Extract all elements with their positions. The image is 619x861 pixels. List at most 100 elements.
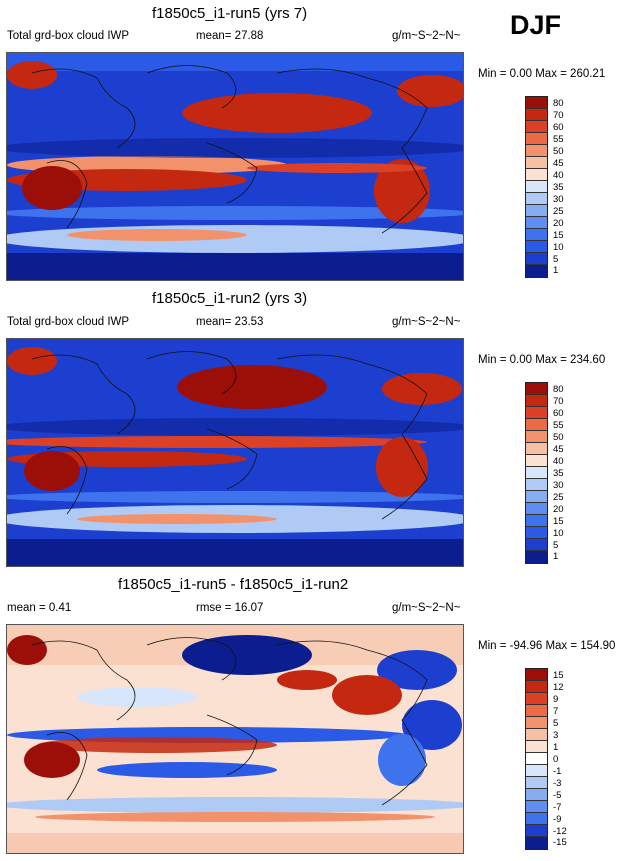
colorbar-tick: 30 bbox=[553, 480, 564, 491]
panel-3-map-svg bbox=[7, 625, 463, 853]
colorbar-segment bbox=[526, 515, 547, 527]
colorbar-segment bbox=[526, 705, 547, 717]
panel-3-colorbar bbox=[525, 668, 548, 850]
colorbar-segment bbox=[526, 479, 547, 491]
colorbar-tick: 80 bbox=[553, 98, 564, 109]
panel-1-mean-label: mean= 27.88 bbox=[196, 30, 264, 42]
panel-3-units-label: g/m~S~2~N~ bbox=[392, 602, 461, 614]
panel-2-map-svg bbox=[7, 339, 463, 566]
colorbar-segment bbox=[526, 419, 547, 431]
colorbar-tick: -1 bbox=[553, 766, 562, 777]
colorbar-segment bbox=[526, 395, 547, 407]
colorbar-tick: 40 bbox=[553, 170, 564, 181]
colorbar-tick: 5 bbox=[553, 540, 559, 551]
colorbar-segment bbox=[526, 133, 547, 145]
colorbar-tick: 9 bbox=[553, 694, 559, 705]
colorbar-segment bbox=[526, 837, 547, 849]
colorbar-tick: 20 bbox=[553, 218, 564, 229]
colorbar-segment bbox=[526, 265, 547, 277]
panel-1-variable-label: Total grd-box cloud IWP bbox=[7, 30, 130, 42]
colorbar-tick: -9 bbox=[553, 814, 562, 825]
colorbar-segment bbox=[526, 539, 547, 551]
colorbar-segment bbox=[526, 229, 547, 241]
colorbar-tick: 40 bbox=[553, 456, 564, 467]
colorbar-tick: 60 bbox=[553, 408, 564, 419]
panel-3-map bbox=[6, 624, 464, 854]
panel-3-title: f1850c5_i1-run5 - f1850c5_i1-run2 bbox=[118, 576, 349, 593]
colorbar-segment bbox=[526, 109, 547, 121]
colorbar-segment bbox=[526, 765, 547, 777]
panel-1-colorbar bbox=[525, 96, 548, 278]
colorbar-tick: 30 bbox=[553, 194, 564, 205]
colorbar-tick: 10 bbox=[553, 242, 564, 253]
colorbar-segment bbox=[526, 97, 547, 109]
colorbar-segment bbox=[526, 753, 547, 765]
colorbar-segment bbox=[526, 455, 547, 467]
colorbar-segment bbox=[526, 217, 547, 229]
panel-3-rmse-label: rmse = 16.07 bbox=[196, 602, 264, 614]
colorbar-tick: 35 bbox=[553, 182, 564, 193]
colorbar-tick: 45 bbox=[553, 444, 564, 455]
colorbar-segment bbox=[526, 527, 547, 539]
panel-1-minmax: Min = 0.00 Max = 260.21 bbox=[478, 68, 606, 80]
colorbar-segment bbox=[526, 789, 547, 801]
colorbar-segment bbox=[526, 741, 547, 753]
panel-2-map bbox=[6, 338, 464, 567]
colorbar-segment bbox=[526, 491, 547, 503]
colorbar-segment bbox=[526, 253, 547, 265]
colorbar-tick: 0 bbox=[553, 754, 559, 765]
panel-2-variable-label: Total grd-box cloud IWP bbox=[7, 316, 130, 328]
colorbar-segment bbox=[526, 443, 547, 455]
panel-2-minmax: Min = 0.00 Max = 234.60 bbox=[478, 354, 606, 366]
colorbar-tick: 55 bbox=[553, 134, 564, 145]
panel-1-map-svg bbox=[7, 53, 463, 280]
panel-1-title: f1850c5_i1-run5 (yrs 7) bbox=[152, 5, 308, 22]
panel-1-units-label: g/m~S~2~N~ bbox=[392, 30, 461, 42]
colorbar-tick: 15 bbox=[553, 516, 564, 527]
colorbar-tick: -12 bbox=[553, 826, 567, 837]
colorbar-segment bbox=[526, 813, 547, 825]
colorbar-segment bbox=[526, 181, 547, 193]
colorbar-tick: 25 bbox=[553, 206, 564, 217]
colorbar-tick: 20 bbox=[553, 504, 564, 515]
colorbar-segment bbox=[526, 205, 547, 217]
colorbar-segment bbox=[526, 121, 547, 133]
colorbar-segment bbox=[526, 503, 547, 515]
colorbar-tick: 50 bbox=[553, 432, 564, 443]
colorbar-tick: 5 bbox=[553, 718, 559, 729]
panel-1-map bbox=[6, 52, 464, 281]
colorbar-tick: 45 bbox=[553, 158, 564, 169]
panel-2-colorbar bbox=[525, 382, 548, 564]
colorbar-tick: 70 bbox=[553, 396, 564, 407]
panel-2-units-label: g/m~S~2~N~ bbox=[392, 316, 461, 328]
colorbar-tick: 60 bbox=[553, 122, 564, 133]
panel-2-mean-label: mean= 23.53 bbox=[196, 316, 264, 328]
colorbar-segment bbox=[526, 431, 547, 443]
colorbar-tick: 1 bbox=[553, 551, 559, 562]
colorbar-tick: 1 bbox=[553, 265, 559, 276]
colorbar-segment bbox=[526, 801, 547, 813]
colorbar-segment bbox=[526, 383, 547, 395]
colorbar-tick: 3 bbox=[553, 730, 559, 741]
panel-2-title: f1850c5_i1-run2 (yrs 3) bbox=[152, 290, 308, 307]
colorbar-tick: -15 bbox=[553, 837, 567, 848]
colorbar-segment bbox=[526, 467, 547, 479]
colorbar-tick: 25 bbox=[553, 492, 564, 503]
colorbar-tick: 1 bbox=[553, 742, 559, 753]
colorbar-segment bbox=[526, 717, 547, 729]
colorbar-tick: 70 bbox=[553, 110, 564, 121]
colorbar-segment bbox=[526, 729, 547, 741]
colorbar-tick: 80 bbox=[553, 384, 564, 395]
colorbar-tick: -3 bbox=[553, 778, 562, 789]
colorbar-segment bbox=[526, 681, 547, 693]
colorbar-segment bbox=[526, 669, 547, 681]
colorbar-tick: 7 bbox=[553, 706, 559, 717]
colorbar-segment bbox=[526, 693, 547, 705]
colorbar-segment bbox=[526, 169, 547, 181]
colorbar-segment bbox=[526, 241, 547, 253]
panel-3-minmax: Min = -94.96 Max = 154.90 bbox=[478, 640, 616, 652]
colorbar-segment bbox=[526, 193, 547, 205]
colorbar-segment bbox=[526, 825, 547, 837]
colorbar-tick: 50 bbox=[553, 146, 564, 157]
colorbar-segment bbox=[526, 551, 547, 563]
